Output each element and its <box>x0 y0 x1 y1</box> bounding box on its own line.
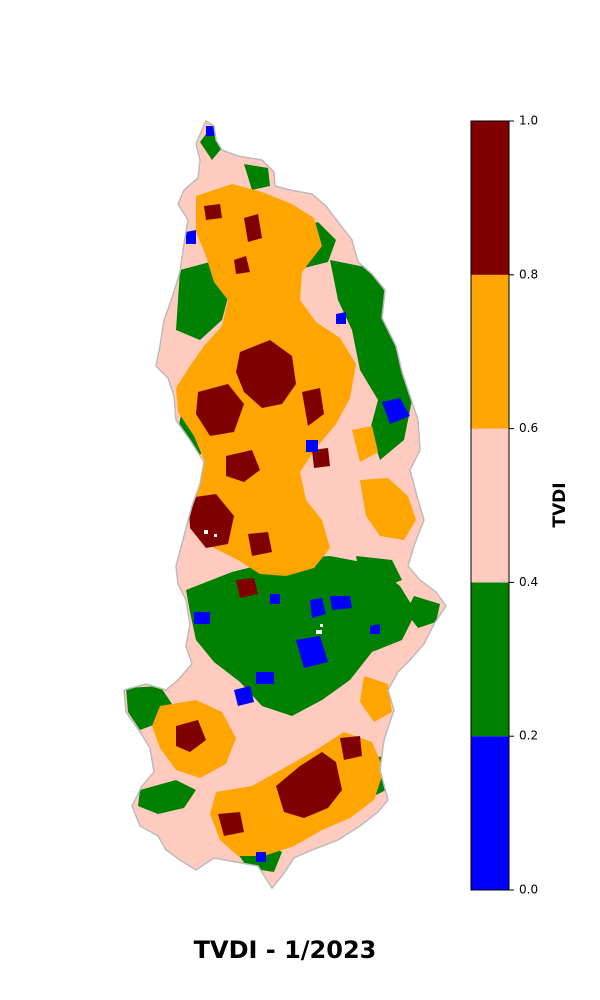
colorbar-tick-label: 0.4 <box>519 575 538 589</box>
colorbar-band-1 <box>471 582 509 737</box>
colorbar-band-3 <box>471 274 509 429</box>
colorbar-ticks: 0.0 0.2 0.4 0.6 0.8 1.0 <box>509 114 538 897</box>
colorbar-tick-label: 0.6 <box>519 421 538 435</box>
map-nodata-specks <box>204 530 323 634</box>
colorbar-band-2 <box>471 428 509 583</box>
colorbar-tick-label: 0.2 <box>519 729 538 743</box>
map-title: TVDI - 1/2023 <box>194 936 377 964</box>
colorbar-band-0 <box>471 736 509 890</box>
tvdi-region-map <box>124 121 446 888</box>
colorbar-tick-label: 0.0 <box>519 883 538 897</box>
colorbar-label: TVDI <box>550 482 570 527</box>
map-class-blue <box>186 126 410 862</box>
colorbar-band-4 <box>471 121 509 275</box>
colorbar-tick-label: 0.8 <box>519 267 538 281</box>
colorbar-bands <box>471 121 509 890</box>
colorbar-frame <box>470 120 510 891</box>
colorbar-tick-label: 1.0 <box>519 114 538 128</box>
colorbar: 0.0 0.2 0.4 0.6 0.8 1.0 TVDI <box>470 114 570 897</box>
map-class-darkred <box>176 204 362 836</box>
